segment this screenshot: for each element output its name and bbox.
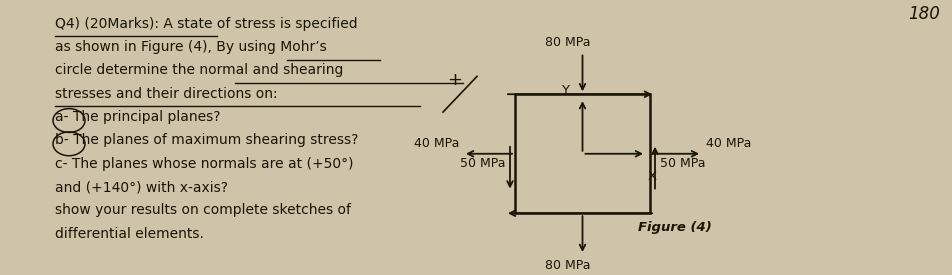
Text: show your results on complete sketches of: show your results on complete sketches o…: [55, 203, 350, 217]
Text: stresses and their directions on:: stresses and their directions on:: [55, 87, 277, 101]
Text: 80 MPa: 80 MPa: [545, 259, 589, 272]
Text: 180: 180: [907, 5, 939, 23]
Text: a- The principal planes?: a- The principal planes?: [55, 110, 220, 124]
Text: Figure (4): Figure (4): [638, 221, 711, 234]
Text: 80 MPa: 80 MPa: [545, 35, 589, 49]
Text: differential elements.: differential elements.: [55, 227, 204, 241]
Text: Q4) (20Marks): A state of stress is specified: Q4) (20Marks): A state of stress is spec…: [55, 17, 357, 31]
Text: circle determine the normal and shearing: circle determine the normal and shearing: [55, 64, 343, 78]
Text: b- The planes of maximum shearing stress?: b- The planes of maximum shearing stress…: [55, 133, 358, 147]
Text: as shown in Figure (4), By using Mohr’s: as shown in Figure (4), By using Mohr’s: [55, 40, 327, 54]
Text: +: +: [447, 71, 462, 89]
Text: 40 MPa: 40 MPa: [413, 137, 459, 150]
Text: X: X: [647, 170, 657, 183]
Text: c- The planes whose normals are at (+50°): c- The planes whose normals are at (+50°…: [55, 157, 353, 171]
Text: 40 MPa: 40 MPa: [705, 137, 750, 150]
Text: 50 MPa: 50 MPa: [459, 157, 505, 170]
Text: Y: Y: [561, 84, 569, 97]
Text: and (+140°) with x-axis?: and (+140°) with x-axis?: [55, 180, 228, 194]
Bar: [514, 94, 649, 213]
Text: 50 MPa: 50 MPa: [660, 157, 704, 170]
